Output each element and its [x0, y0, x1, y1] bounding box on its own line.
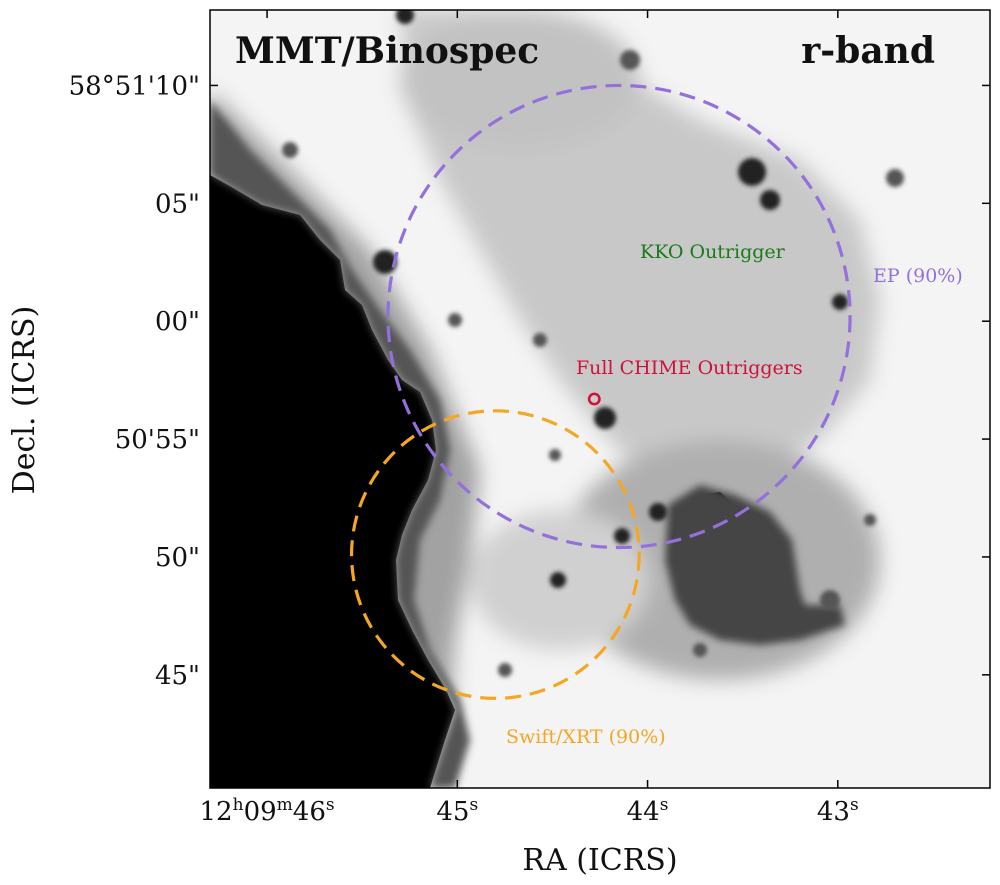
panel-title-right: r-band [801, 30, 935, 72]
r-band-image [210, 10, 990, 788]
y-tick-label-4: 50" [155, 543, 200, 573]
region-swift-xrt-90- [349, 409, 641, 701]
plot-frame [209, 9, 991, 789]
x-axis-label: RA (ICRS) [522, 843, 677, 878]
x-tick-label-1: 45s [436, 795, 478, 827]
y-tick-label-3: 50'55" [115, 425, 200, 455]
annotation-ep: EP (90%) [873, 265, 963, 287]
y-tick-label-0: 58°51'10" [69, 71, 200, 101]
y-tick-label-1: 05" [155, 189, 200, 219]
panel-title-left: MMT/Binospec [235, 30, 539, 72]
x-tick-label-2: 44s [627, 795, 669, 827]
annotation-kko-outrigger: KKO Outrigger [640, 241, 786, 263]
region-ep-90- [386, 83, 852, 550]
annotation-swift-xrt: Swift/XRT (90%) [506, 726, 666, 748]
x-tick-label-0: 12h09m46s [200, 795, 335, 827]
y-tick-label-2: 00" [155, 307, 200, 337]
y-axis-label: Decl. (ICRS) [7, 306, 42, 495]
region-full-chime-outriggers [587, 392, 601, 406]
x-tick-label-3: 43s [817, 795, 859, 827]
y-tick-label-5: 45" [155, 661, 200, 691]
kko-outrigger-line-1 [461, 10, 463, 11]
kko-outrigger-line-2 [527, 10, 530, 11]
annotation-full-chime: Full CHIME Outriggers [576, 357, 803, 379]
